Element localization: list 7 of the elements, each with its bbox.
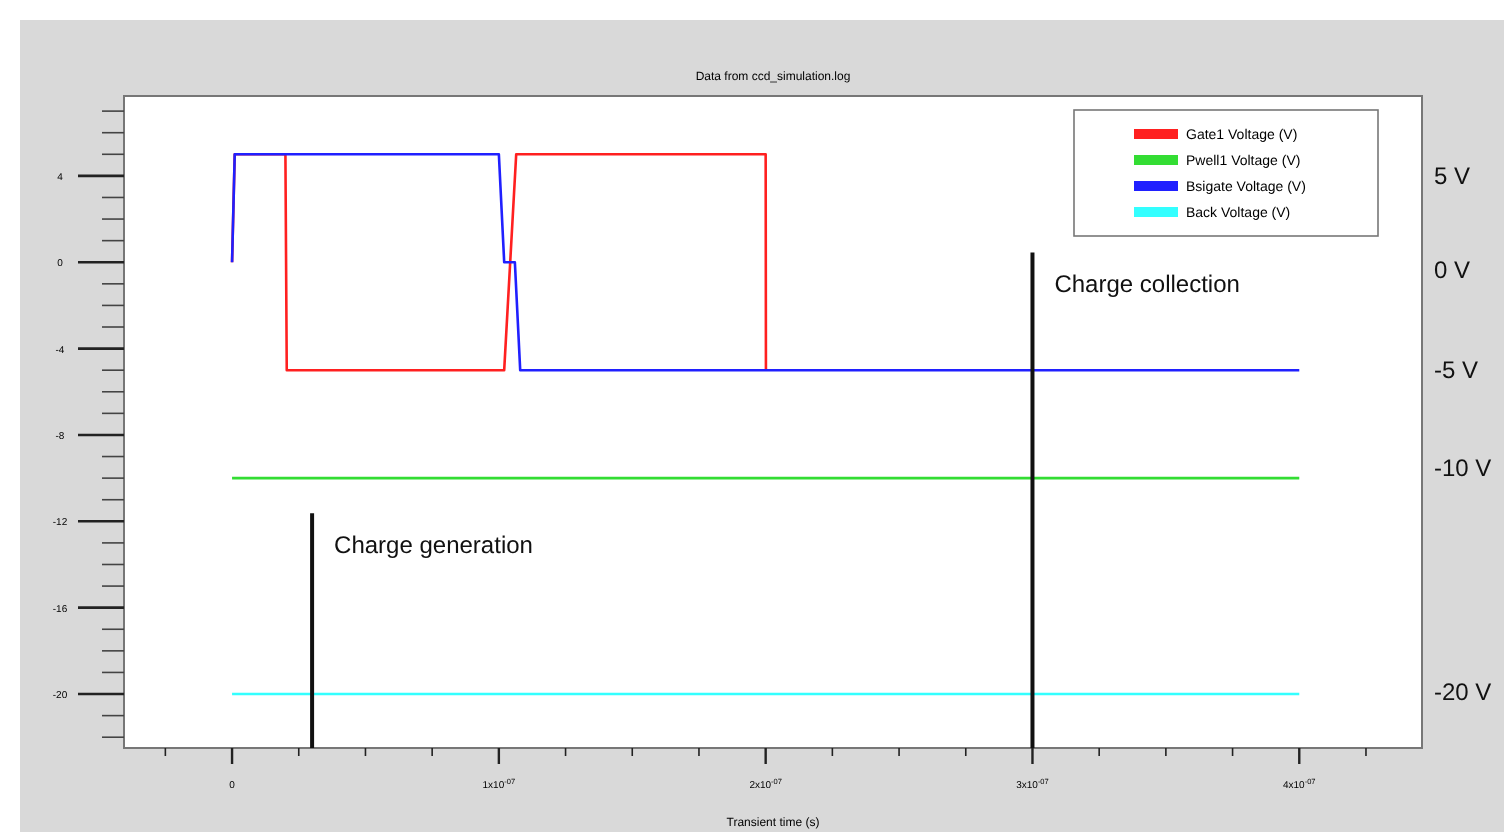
ref-line-label: Charge collection <box>1054 270 1240 299</box>
text: -10 V <box>1434 454 1492 482</box>
text: -5 V <box>1434 356 1479 384</box>
ref-line-label: Charge generation <box>334 531 533 560</box>
text: -20 V <box>1434 678 1492 706</box>
text: 0 V <box>1434 256 1471 284</box>
text: 5 V <box>1434 162 1471 190</box>
